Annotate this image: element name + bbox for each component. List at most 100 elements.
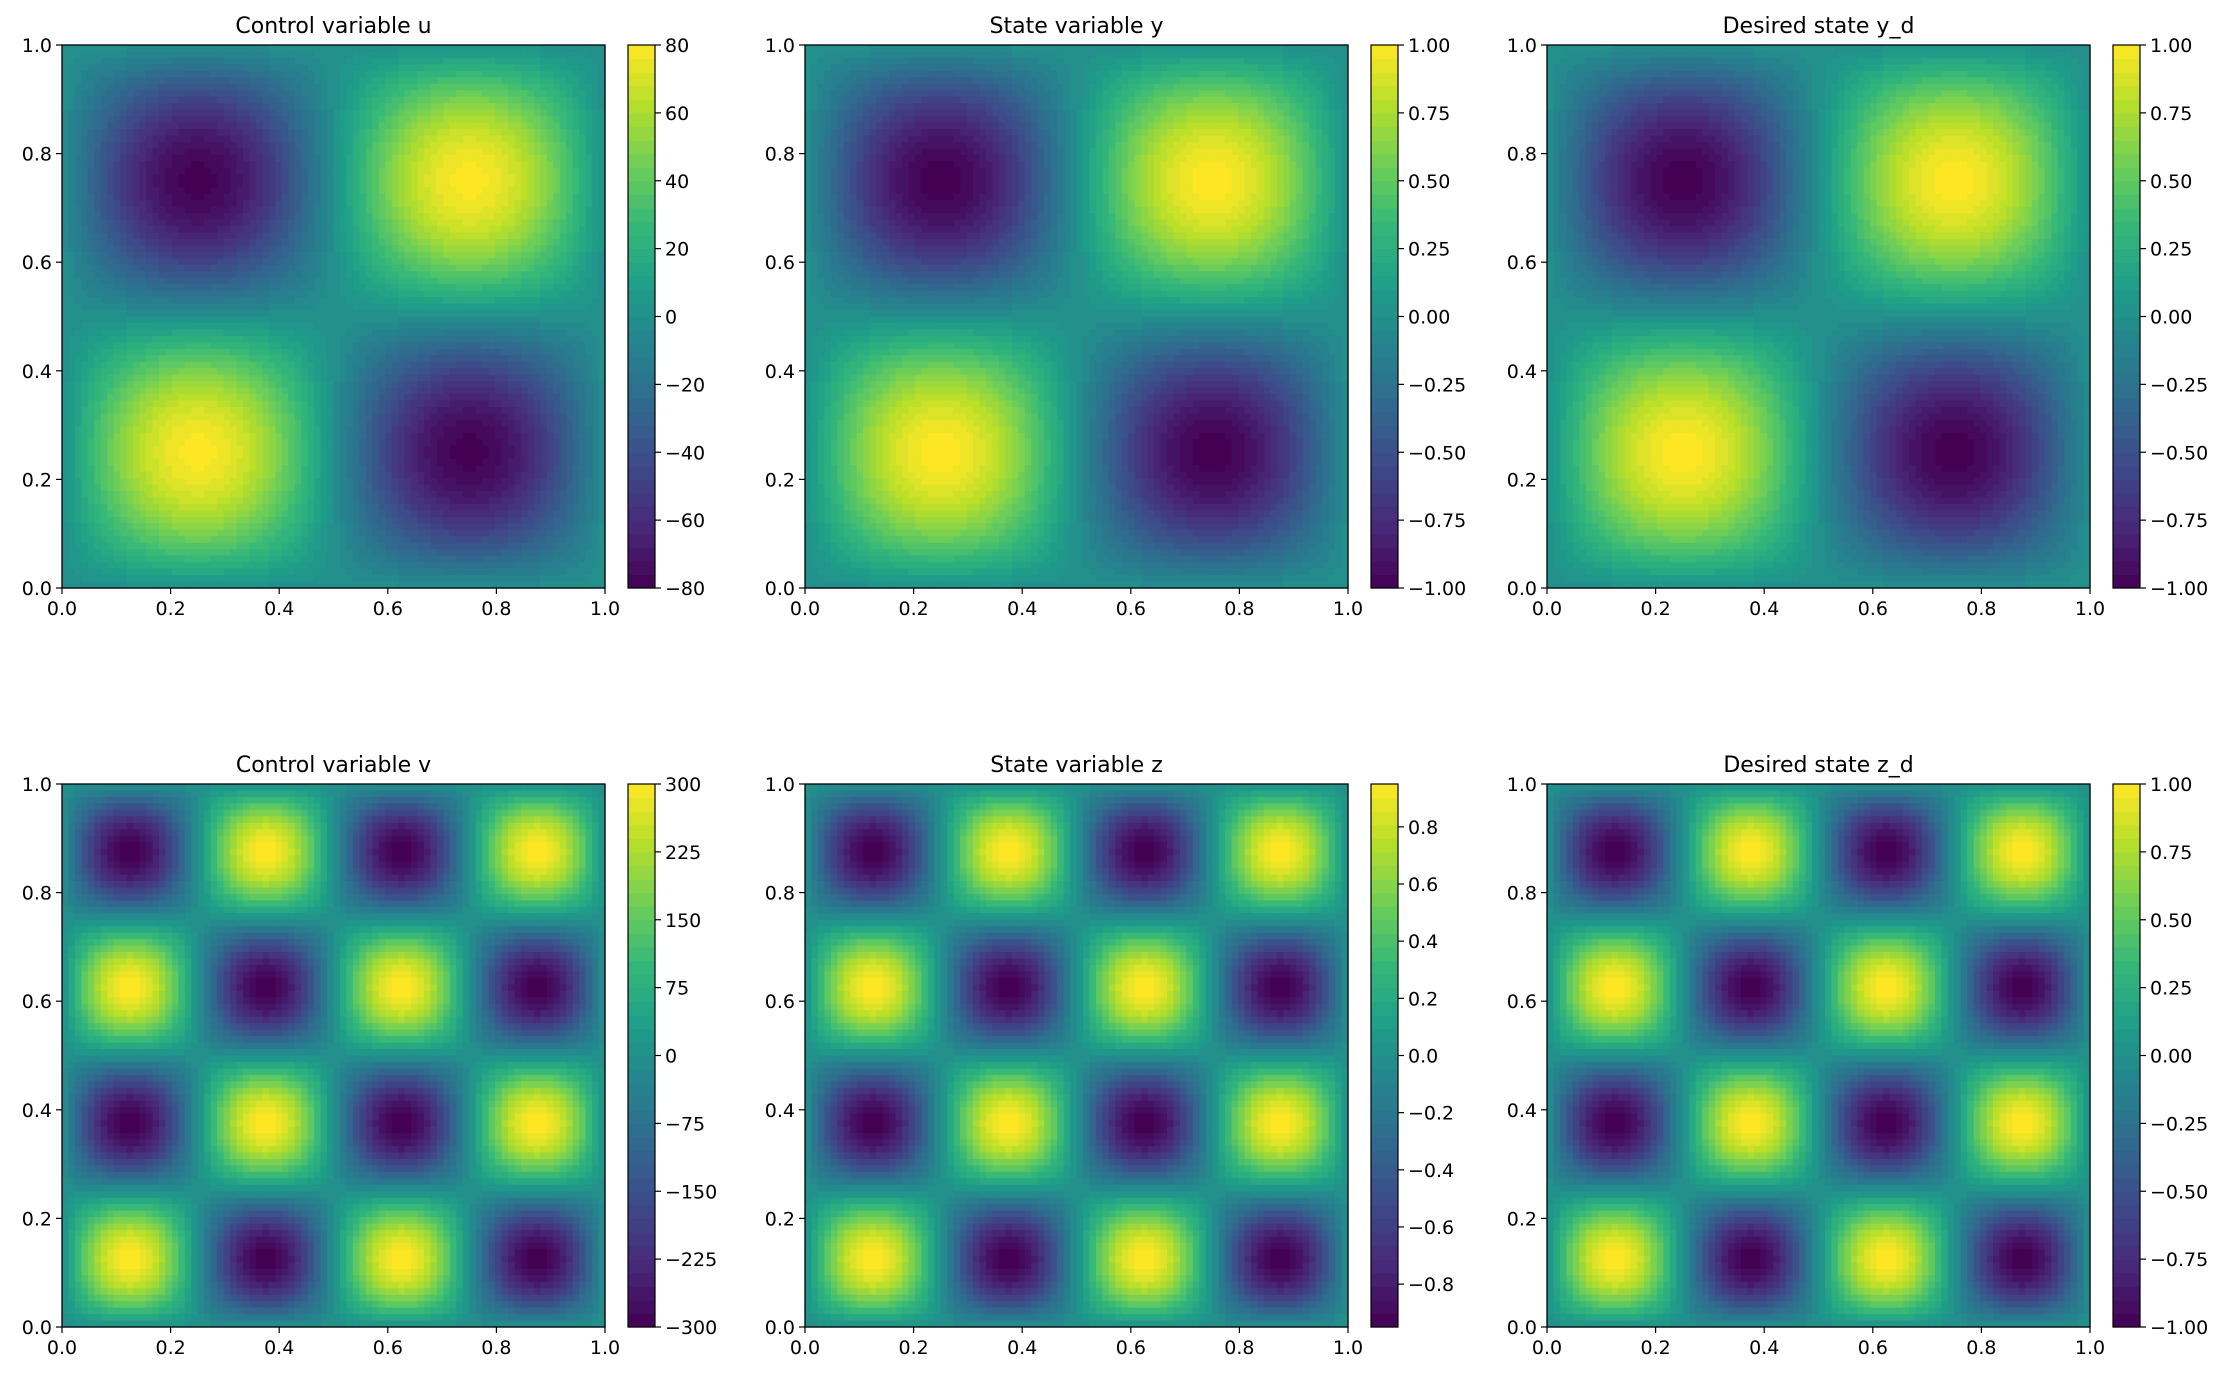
heatmap-cell [114, 381, 121, 388]
heatmap-cell [334, 317, 341, 324]
heatmap-cell [282, 388, 289, 395]
heatmap-cell [346, 297, 353, 304]
heatmap-cell [482, 271, 489, 278]
heatmap-cell [127, 84, 134, 91]
heatmap-cell [405, 355, 412, 362]
heatmap-cell [418, 252, 425, 259]
heatmap-cell [437, 252, 444, 259]
heatmap-cell [392, 323, 399, 330]
heatmap-cell [573, 194, 580, 201]
heatmap-cell [198, 168, 205, 175]
heatmap-cell [353, 155, 360, 162]
heatmap-cell [482, 381, 489, 388]
heatmap-cell [62, 413, 69, 420]
heatmap-cell [527, 226, 534, 233]
heatmap-cell [424, 110, 431, 117]
heatmap-cell [340, 258, 347, 265]
heatmap-cell [405, 362, 412, 369]
heatmap-cell [424, 187, 431, 194]
heatmap-cell [127, 97, 134, 104]
heatmap-cell [540, 181, 547, 188]
heatmap-cell [489, 58, 496, 65]
heatmap-cell [178, 355, 185, 362]
heatmap-cell [81, 58, 88, 65]
heatmap-cell [443, 291, 450, 298]
heatmap-cell [314, 381, 321, 388]
heatmap-cell [353, 90, 360, 97]
heatmap-cell [140, 226, 147, 233]
heatmap-cell [482, 368, 489, 375]
heatmap-cell [430, 161, 437, 168]
heatmap-cell [540, 394, 547, 401]
heatmap-cell [314, 103, 321, 110]
heatmap-cell [327, 258, 334, 265]
heatmap-cell [153, 278, 160, 285]
heatmap-cell [430, 329, 437, 336]
heatmap-cell [553, 239, 560, 246]
heatmap-cell [101, 64, 108, 71]
heatmap-cell [334, 174, 341, 181]
heatmap-cell [282, 323, 289, 330]
heatmap-cell [443, 51, 450, 58]
heatmap-cell [62, 64, 69, 71]
heatmap-cell [127, 200, 134, 207]
heatmap-cell [366, 187, 373, 194]
heatmap-cell [489, 323, 496, 330]
heatmap-cell [62, 213, 69, 220]
heatmap-cell [288, 413, 295, 420]
heatmap-cell [185, 123, 192, 130]
heatmap-cell [586, 265, 593, 272]
heatmap-cell [340, 84, 347, 91]
heatmap-cell [418, 226, 425, 233]
heatmap-cell [107, 129, 114, 136]
heatmap-cell [586, 129, 593, 136]
heatmap-cell [262, 342, 269, 349]
heatmap-cell [566, 265, 573, 272]
heatmap-cell [540, 110, 547, 117]
heatmap-cell [321, 323, 328, 330]
heatmap-cell [489, 265, 496, 272]
heatmap-cell [172, 394, 179, 401]
heatmap-cell [165, 220, 172, 227]
heatmap-cell [502, 129, 509, 136]
heatmap-cell [359, 181, 366, 188]
heatmap-cell [379, 368, 386, 375]
heatmap-cell [211, 181, 218, 188]
heatmap-cell [133, 394, 140, 401]
heatmap-cell [553, 200, 560, 207]
heatmap-cell [114, 401, 121, 408]
heatmap-cell [198, 136, 205, 143]
heatmap-cell [443, 310, 450, 317]
heatmap-cell [165, 97, 172, 104]
heatmap-cell [508, 413, 515, 420]
heatmap-cell [159, 148, 166, 155]
heatmap-cell [217, 226, 224, 233]
heatmap-cell [411, 71, 418, 78]
heatmap-cell [334, 381, 341, 388]
heatmap-cell [81, 278, 88, 285]
heatmap-cell [566, 103, 573, 110]
heatmap-cell [359, 258, 366, 265]
heatmap-cell [288, 226, 295, 233]
heatmap-cell [346, 401, 353, 408]
heatmap-cell [534, 148, 541, 155]
heatmap-cell [579, 291, 586, 298]
heatmap-cell [560, 58, 567, 65]
heatmap-cell [534, 362, 541, 369]
heatmap-cell [288, 342, 295, 349]
heatmap-cell [346, 194, 353, 201]
heatmap-cell [540, 84, 547, 91]
heatmap-cell [566, 155, 573, 162]
heatmap-cell [547, 401, 554, 408]
heatmap-cell [127, 142, 134, 149]
heatmap-cell [275, 310, 282, 317]
heatmap-cell [334, 58, 341, 65]
heatmap-cell [456, 220, 463, 227]
heatmap-cell [198, 45, 205, 52]
heatmap-cell [114, 349, 121, 356]
heatmap-cell [191, 355, 198, 362]
heatmap-cell [107, 200, 114, 207]
heatmap-cell [515, 362, 522, 369]
heatmap-cell [418, 103, 425, 110]
heatmap-cell [437, 304, 444, 311]
